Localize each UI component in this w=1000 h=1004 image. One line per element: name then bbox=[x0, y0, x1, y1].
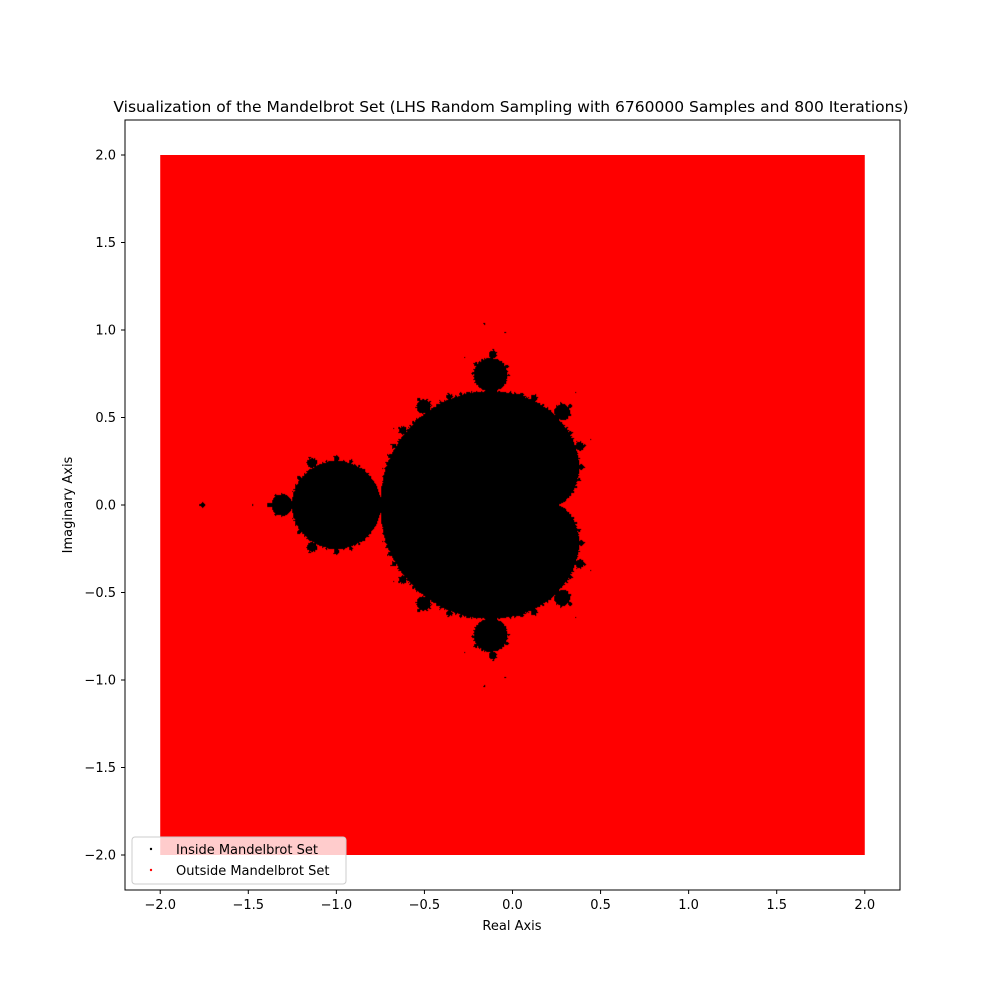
legend-label-outside: Outside Mandelbrot Set bbox=[176, 864, 329, 879]
x-tick-label: −1.5 bbox=[233, 898, 265, 913]
y-tick-label: 2.0 bbox=[95, 149, 116, 164]
y-tick-label: −1.5 bbox=[84, 761, 116, 776]
y-tick-label: 0.5 bbox=[95, 411, 116, 426]
x-axis-label: Real Axis bbox=[482, 919, 541, 934]
x-tick-label: −2.0 bbox=[144, 898, 176, 913]
legend-box bbox=[131, 836, 347, 885]
x-tick-label: 0.5 bbox=[590, 898, 611, 913]
x-tick-label: −1.0 bbox=[321, 898, 353, 913]
y-tick-label: 1.0 bbox=[95, 324, 116, 339]
y-tick-label: 1.5 bbox=[95, 236, 116, 251]
y-tick-label: −2.0 bbox=[84, 849, 116, 864]
legend-marker-outside bbox=[149, 868, 153, 872]
x-tick-label: 0.0 bbox=[502, 898, 523, 913]
x-tick-label: 1.5 bbox=[766, 898, 787, 913]
inside-set-points bbox=[160, 155, 866, 855]
x-tick-label: 1.0 bbox=[678, 898, 699, 913]
legend: Inside Mandelbrot Set Outside Mandelbrot… bbox=[131, 836, 347, 885]
legend-marker-inside bbox=[149, 847, 153, 851]
y-axis-ticks: −2.0 −1.5 −1.0 −0.5 0.0 0.5 1.0 1.5 2.0 bbox=[84, 149, 125, 864]
x-tick-label: −0.5 bbox=[409, 898, 441, 913]
plot-area bbox=[160, 155, 866, 855]
y-tick-label: −1.0 bbox=[84, 674, 116, 689]
chart-title: Visualization of the Mandelbrot Set (LHS… bbox=[113, 98, 908, 116]
y-tick-label: 0.0 bbox=[95, 499, 116, 514]
x-tick-label: 2.0 bbox=[854, 898, 875, 913]
y-tick-label: −0.5 bbox=[84, 586, 116, 601]
y-axis-label: Imaginary Axis bbox=[61, 456, 76, 553]
x-axis-ticks: −2.0 −1.5 −1.0 −0.5 0.0 0.5 1.0 1.5 2.0 bbox=[144, 890, 875, 913]
legend-label-inside: Inside Mandelbrot Set bbox=[176, 843, 318, 858]
